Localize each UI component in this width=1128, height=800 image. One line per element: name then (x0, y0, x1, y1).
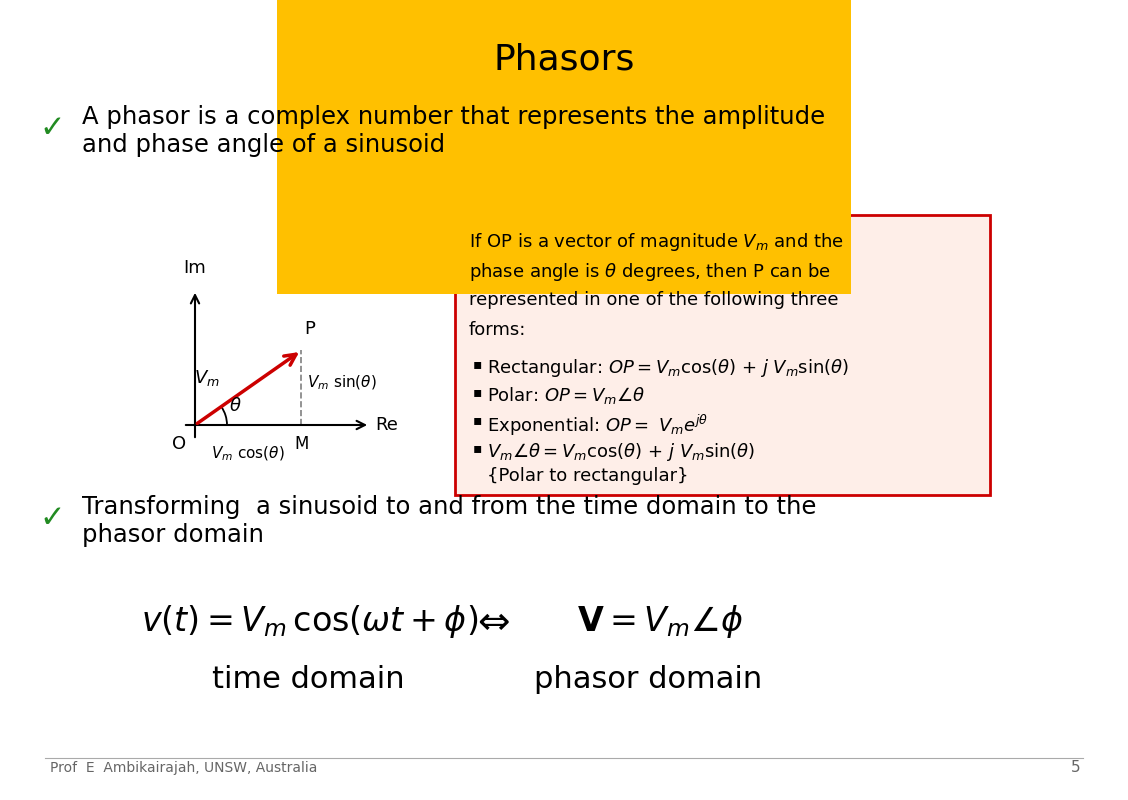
Text: {Polar to rectangular}: {Polar to rectangular} (487, 467, 688, 485)
Text: ✓: ✓ (39, 503, 64, 533)
Text: $\theta$: $\theta$ (229, 397, 241, 415)
Text: 5: 5 (1070, 760, 1079, 775)
Text: ▪: ▪ (473, 357, 483, 371)
Text: Polar: $OP = V_m\angle\theta$: Polar: $OP = V_m\angle\theta$ (487, 385, 645, 406)
Text: A phasor is a complex number that represents the amplitude: A phasor is a complex number that repres… (82, 105, 825, 129)
Text: Re: Re (374, 416, 398, 434)
Text: $V_m\angle\theta = V_m$cos($\theta$) + $j$ $V_m$sin($\theta$): $V_m\angle\theta = V_m$cos($\theta$) + $… (487, 441, 756, 463)
Text: time domain: time domain (212, 666, 404, 694)
Text: phasor domain: phasor domain (534, 666, 763, 694)
Text: M: M (294, 435, 309, 453)
Text: $\mathbf{V} = V_m\angle\phi$: $\mathbf{V} = V_m\angle\phi$ (576, 603, 743, 641)
Text: If OP is a vector of magnitude $V_m$ and the: If OP is a vector of magnitude $V_m$ and… (469, 231, 844, 253)
Text: $V_m$ cos($\theta$): $V_m$ cos($\theta$) (211, 445, 285, 463)
Text: phasor domain: phasor domain (82, 523, 264, 547)
Text: phase angle is $\theta$ degrees, then P can be: phase angle is $\theta$ degrees, then P … (469, 261, 830, 283)
Text: ▪: ▪ (473, 413, 483, 427)
Text: O: O (171, 435, 186, 453)
Text: Prof  E  Ambikairajah, UNSW, Australia: Prof E Ambikairajah, UNSW, Australia (50, 761, 317, 775)
FancyBboxPatch shape (455, 215, 990, 495)
Text: P: P (305, 321, 316, 338)
Text: represented in one of the following three: represented in one of the following thre… (469, 291, 838, 309)
Text: $V_m$: $V_m$ (194, 368, 220, 388)
Text: ▪: ▪ (473, 385, 483, 399)
Text: ▪: ▪ (473, 441, 483, 455)
Text: Phasors: Phasors (493, 43, 635, 77)
Text: forms:: forms: (469, 321, 527, 339)
Text: $\Leftrightarrow$: $\Leftrightarrow$ (470, 603, 510, 641)
Text: $V_m$ sin($\theta$): $V_m$ sin($\theta$) (308, 374, 378, 392)
Text: Exponential: $OP =$ $V_m e^{j\theta}$: Exponential: $OP =$ $V_m e^{j\theta}$ (487, 413, 708, 438)
Text: Im: Im (184, 259, 206, 277)
Text: ✓: ✓ (39, 114, 64, 142)
Text: and phase angle of a sinusoid: and phase angle of a sinusoid (82, 133, 446, 157)
Text: Rectangular: $OP = V_m$cos($\theta$) + $j$ $V_m$sin($\theta$): Rectangular: $OP = V_m$cos($\theta$) + $… (487, 357, 849, 379)
Text: Transforming  a sinusoid to and from the time domain to the: Transforming a sinusoid to and from the … (82, 495, 817, 519)
Text: $v(t) = V_m\,\cos(\omega t + \phi)$: $v(t) = V_m\,\cos(\omega t + \phi)$ (141, 603, 478, 641)
